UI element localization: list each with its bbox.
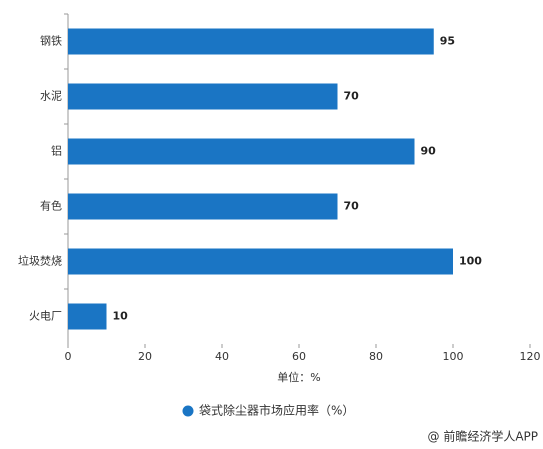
value-label: 70 [344,90,360,103]
y-tick-label: 有色 [40,199,62,213]
y-tick-label: 钢铁 [40,35,62,48]
bar [68,303,107,330]
x-tick-label: 100 [443,350,464,363]
legend-label: 袋式除尘器市场应用率（%） [199,403,354,418]
y-tick-label: 铝 [51,144,62,158]
value-label: 70 [344,200,360,213]
bar [68,83,338,110]
x-tick-label: 120 [520,350,541,363]
x-tick-label: 0 [65,350,72,363]
bar [68,138,415,165]
source: @ 前瞻经济学人APP [428,429,539,444]
value-label: 100 [459,255,482,268]
bar [68,193,338,220]
value-label: 10 [113,310,129,323]
x-tick-label: 80 [369,350,383,363]
x-tick-label: 20 [138,350,152,363]
x-tick-label: 60 [292,350,306,363]
bar [68,248,453,275]
legend-marker [182,405,194,417]
bar [68,28,434,55]
y-tick-label: 垃圾焚烧 [18,254,62,268]
y-tick-label: 火电厂 [29,310,62,323]
value-label: 95 [440,35,455,48]
x-tick-label: 40 [215,350,229,363]
value-label: 90 [421,145,437,158]
x-axis-label: 单位：% [277,370,320,384]
y-tick-label: 水泥 [40,90,62,103]
